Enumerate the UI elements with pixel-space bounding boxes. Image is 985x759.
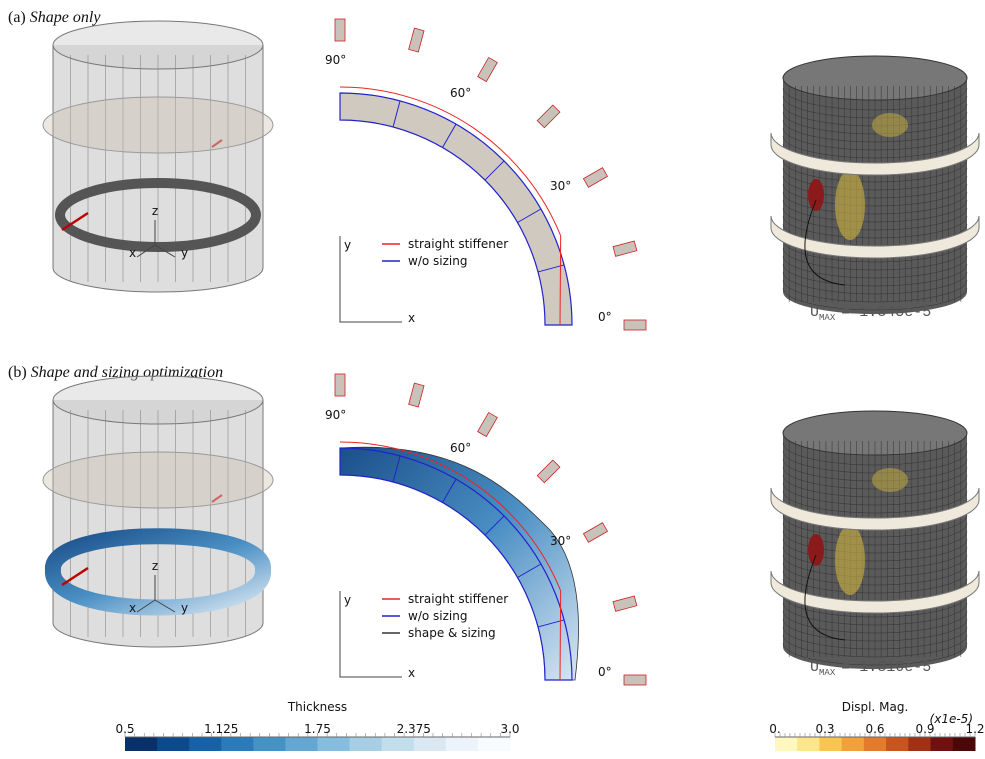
- axis-label: x: [408, 311, 415, 325]
- angle-label: 0°: [598, 310, 612, 324]
- angle-label: 60°: [450, 441, 471, 455]
- flange: [43, 97, 273, 153]
- displ-blob: [872, 468, 908, 492]
- displ-peak: [808, 534, 824, 566]
- axis-label: y: [181, 601, 188, 615]
- cut-section: [583, 523, 607, 543]
- legend-label: straight stiffener: [408, 592, 508, 606]
- cut-section: [478, 57, 498, 81]
- colorbar-tick-label: 0.5: [115, 722, 134, 736]
- result-symbol: U: [810, 304, 819, 321]
- colorbar-tick-label: 0.3: [815, 722, 834, 736]
- colorbar-tick-label: 2.375: [397, 722, 431, 736]
- colorbar-swatch: [350, 737, 383, 751]
- axis-label: x: [408, 666, 415, 680]
- colorbar-swatch: [221, 737, 254, 751]
- axis-label: z: [152, 559, 158, 573]
- colorbar-swatch: [478, 737, 511, 751]
- angle-label: 90°: [325, 53, 346, 67]
- cut-section: [583, 168, 607, 188]
- result-subscript: MAX: [819, 668, 836, 678]
- colorbar-swatch: [157, 737, 190, 751]
- colorbar-swatch: [189, 737, 222, 751]
- axis-label: x: [129, 601, 136, 615]
- colorbar-swatch: [931, 737, 954, 751]
- colorbar-swatch: [908, 737, 931, 751]
- axis-label: x: [129, 246, 136, 260]
- section: [340, 93, 572, 325]
- displ-blob: [835, 170, 865, 240]
- cut-section: [537, 460, 560, 483]
- cut-section: [613, 241, 637, 256]
- legend-label: straight stiffener: [408, 237, 508, 251]
- cut-section: [409, 383, 424, 407]
- result-value: = 1.345e-5: [841, 304, 931, 321]
- figure: (a) Shape only z x y 90° 60° 30° 0° y x straight s…: [0, 0, 985, 759]
- angle-label: 30°: [550, 179, 571, 193]
- colorbar-swatch: [864, 737, 887, 751]
- colorbar-tick-label: 0.6: [865, 722, 884, 736]
- colorbar-swatch: [819, 737, 842, 751]
- colorbar-tick-label: 1.125: [204, 722, 238, 736]
- result-symbol: U: [810, 659, 819, 676]
- colorbar-tick-label: 1.2: [965, 722, 984, 736]
- cut-section: [624, 675, 646, 685]
- colorbar-tick-label: 1.75: [304, 722, 331, 736]
- colorbar-swatch: [775, 737, 798, 751]
- colorbar-swatch: [953, 737, 976, 751]
- legend-label: w/o sizing: [408, 609, 467, 623]
- colorbar-title: Thickness: [287, 700, 347, 714]
- legend-label: w/o sizing: [408, 254, 467, 268]
- colorbar-swatch: [797, 737, 820, 751]
- colorbar-swatch: [125, 737, 158, 751]
- colorbar-tick-label: 0.: [769, 722, 780, 736]
- axis-label: y: [344, 238, 351, 252]
- colorbar-title: Displ. Mag.: [842, 700, 909, 714]
- angle-label: 30°: [550, 534, 571, 548]
- cut-section: [409, 28, 424, 52]
- colorbar-swatch: [886, 737, 909, 751]
- displ-blob: [872, 113, 908, 137]
- cut-section: [537, 105, 560, 128]
- angle-label: 0°: [598, 665, 612, 679]
- colorbar-swatch: [318, 737, 351, 751]
- result-subscript: MAX: [819, 313, 836, 323]
- colorbar-tick-label: 3.0: [500, 722, 519, 736]
- panel-title: Shape only: [30, 9, 102, 26]
- result-value: = 1.310e-5: [841, 659, 931, 676]
- panel-label: (b): [8, 364, 27, 381]
- angle-label: 60°: [450, 86, 471, 100]
- cut-section: [335, 19, 345, 41]
- cut-section: [335, 374, 345, 396]
- colorbar-swatch: [414, 737, 447, 751]
- colorbar-swatch: [285, 737, 318, 751]
- colorbar-swatch: [253, 737, 286, 751]
- angle-label: 90°: [325, 408, 346, 422]
- colorbar-swatch: [842, 737, 865, 751]
- displ-peak: [808, 179, 824, 211]
- axis-label: y: [181, 246, 188, 260]
- cut-section: [478, 412, 498, 436]
- colorbar-swatch: [446, 737, 479, 751]
- colorbar-tick-label: 0.9: [915, 722, 934, 736]
- optimized-section: [340, 447, 579, 680]
- cut-section: [613, 596, 637, 611]
- panel-caption: (a) Shape only: [8, 9, 101, 26]
- colorbar-swatch: [382, 737, 415, 751]
- cut-section: [624, 320, 646, 330]
- panel-label: (a): [8, 9, 26, 26]
- displ-blob: [835, 525, 865, 595]
- axis-label: y: [344, 593, 351, 607]
- legend-label: shape & sizing: [408, 626, 496, 640]
- axis-label: z: [152, 204, 158, 218]
- flange: [43, 452, 273, 508]
